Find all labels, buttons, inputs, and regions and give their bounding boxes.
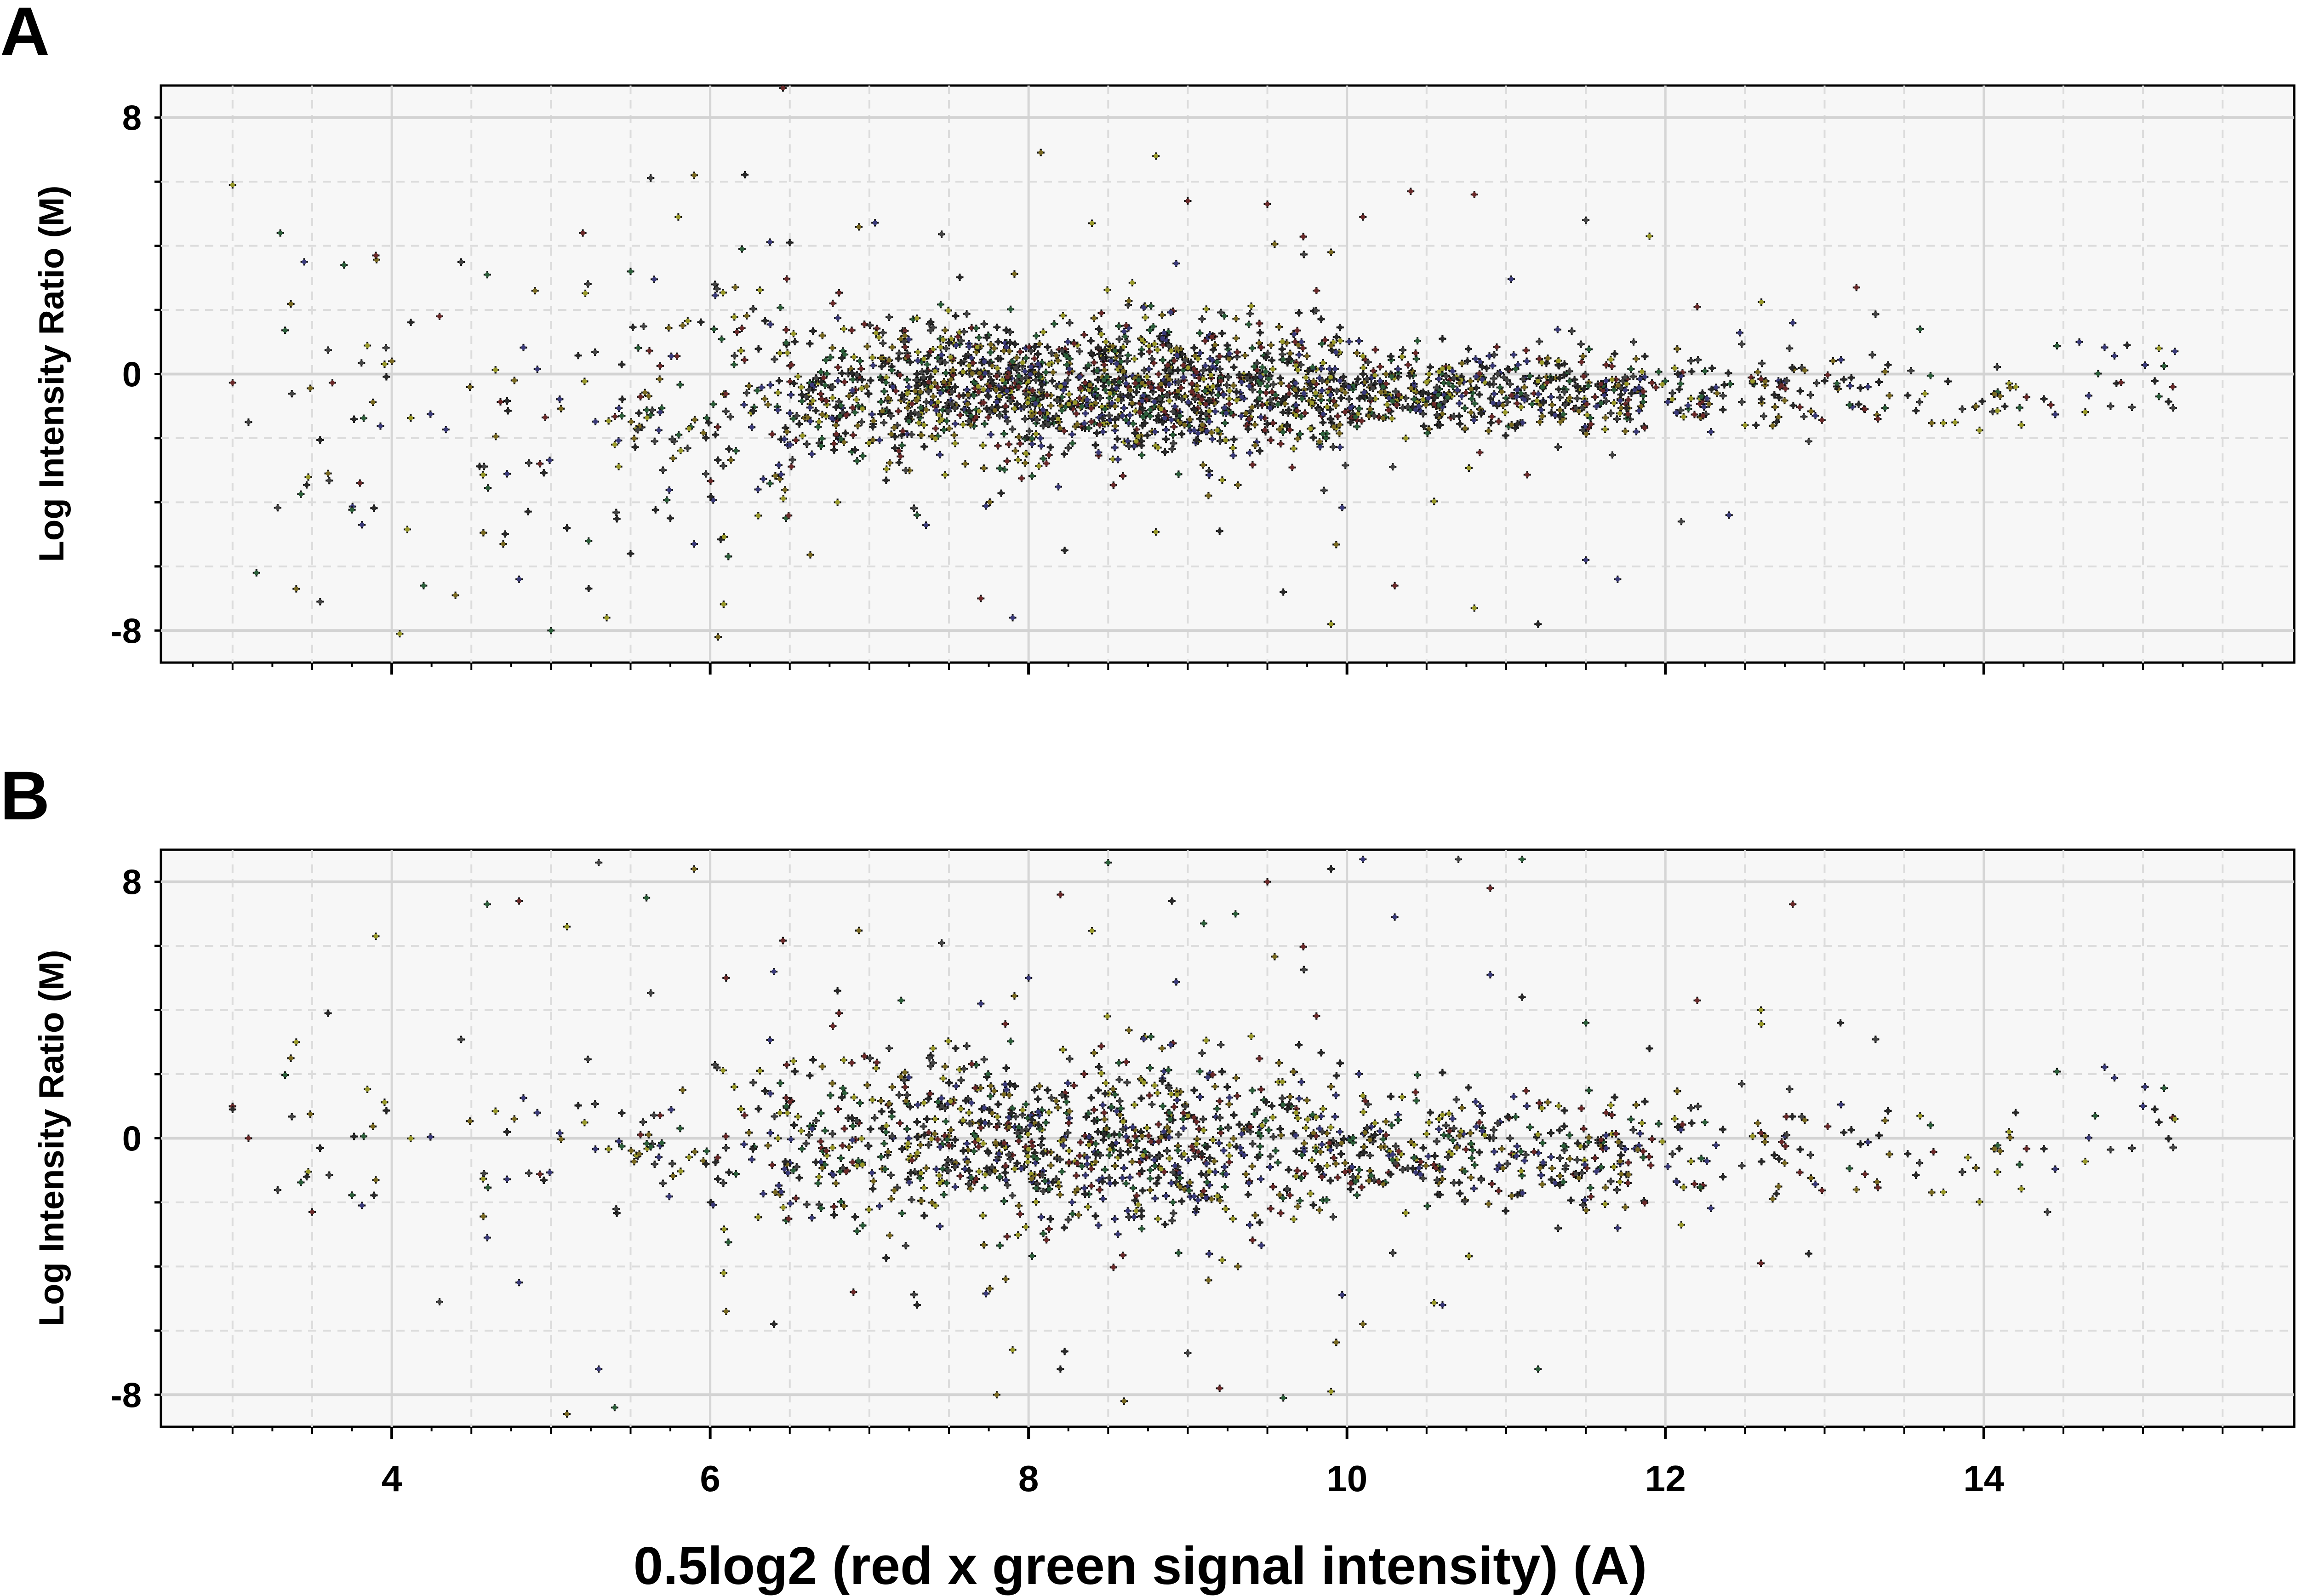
panel-a-chart: A 80-8 Log Intensity Ratio (M) [0, 0, 2294, 675]
panel-a-label: A [0, 0, 50, 70]
